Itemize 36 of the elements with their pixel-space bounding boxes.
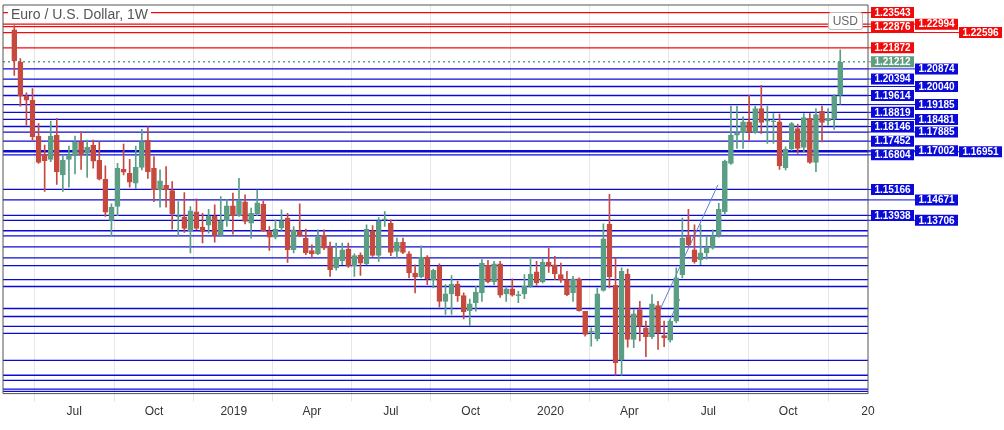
x-tick-label: Jul <box>66 404 82 419</box>
ref-line-label: 1.15166 <box>874 183 912 195</box>
x-tick-label: Apr <box>620 404 639 419</box>
ref-line-label: 1.20394 <box>874 73 912 85</box>
x-tick-label: Apr <box>302 404 322 419</box>
x-tick-label: Oct <box>778 404 799 419</box>
ref-line-label: 1.22994 <box>918 18 956 30</box>
chart-title: Euro / U.S. Dollar, 1W <box>8 6 151 22</box>
ref-line-label: 1.22596 <box>962 26 1000 38</box>
annotation: USD <box>827 12 863 30</box>
ref-line-label: 1.17452 <box>874 135 912 147</box>
ref-line-label: 1.21872 <box>874 42 912 54</box>
ref-line-label: 1.22876 <box>874 20 912 32</box>
ref-line-label: 1.18146 <box>874 120 912 132</box>
ref-line-label: 1.18819 <box>874 106 912 118</box>
ref-line-label: 1.14671 <box>918 194 956 206</box>
ref-line-label: 1.16951 <box>962 146 1000 158</box>
ref-line-label: 1.19614 <box>874 89 912 101</box>
ref-line-label: 1.16804 <box>874 149 912 161</box>
x-tick-label: Oct <box>461 404 481 419</box>
ref-line-label: 1.23543 <box>874 6 912 18</box>
ref-line-label: 1.21212 <box>874 56 912 68</box>
x-tick-label: Jul <box>383 404 399 419</box>
x-tick-label: Jul <box>700 404 717 419</box>
ref-line-label: 1.20040 <box>918 80 956 92</box>
ref-line-label: 1.13938 <box>874 209 912 221</box>
ref-line-label: 1.19185 <box>918 98 956 110</box>
ref-line-label: 1.13706 <box>918 214 956 226</box>
ref-line-label: 1.18481 <box>918 113 956 125</box>
x-tick-label: 2019 <box>220 404 248 419</box>
ref-line-label: 1.17885 <box>918 126 956 138</box>
ref-line-label: 1.17002 <box>918 144 956 156</box>
x-tick-label: 2020 <box>537 404 565 419</box>
x-tick-label: 20 <box>861 404 875 419</box>
x-tick-label: Oct <box>144 404 164 419</box>
ref-line-label: 1.20874 <box>918 63 956 75</box>
